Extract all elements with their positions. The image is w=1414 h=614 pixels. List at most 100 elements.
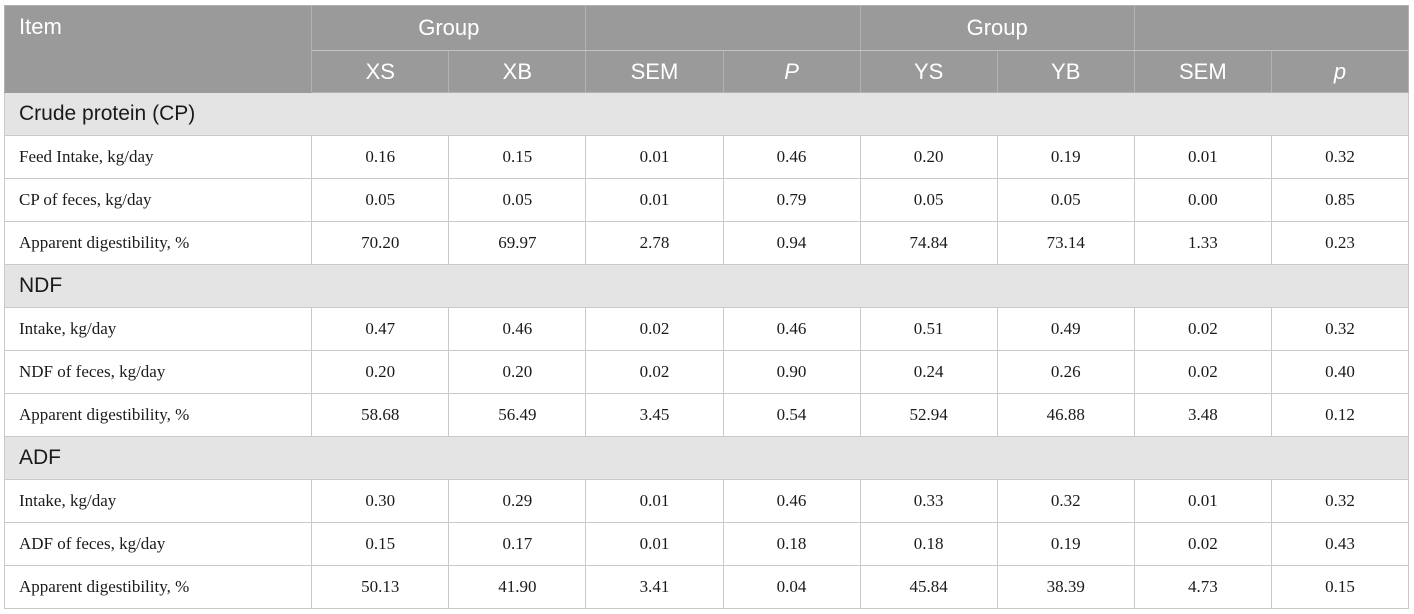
table-cell: 0.43 (1270, 522, 1410, 566)
row-label: CP of feces, kg/day (3, 178, 313, 222)
column-header-xb: XB (448, 50, 587, 93)
table-cell: 0.01 (585, 522, 724, 566)
digestibility-table: Item Group Group XS XB SEM P YS YB SEM p… (3, 5, 1410, 609)
table-cell: 52.94 (859, 393, 998, 437)
table-container: Item Group Group XS XB SEM P YS YB SEM p… (3, 5, 1410, 609)
table-row: Apparent digestibility, % 58.68 56.49 3.45 0… (3, 393, 1410, 437)
table-cell: 0.20 (859, 135, 998, 179)
table-cell: 0.54 (722, 393, 861, 437)
table-cell: 41.90 (448, 565, 587, 609)
table-cell: 0.23 (1270, 221, 1410, 265)
table-row: Intake, kg/day 0.30 0.29 0.01 0.46 0.33 0.32 0.… (3, 479, 1410, 523)
table-cell: 0.02 (585, 350, 724, 394)
table-cell: 46.88 (996, 393, 1135, 437)
table-cell: 0.01 (585, 135, 724, 179)
table-row: Feed Intake, kg/day 0.16 0.15 0.01 0.46 0.20 0… (3, 135, 1410, 179)
table-cell: 0.46 (722, 479, 861, 523)
section-row: ADF (4, 436, 1409, 480)
table-cell: 0.01 (1133, 479, 1272, 523)
section-title: NDF (4, 264, 1409, 308)
table-body: Crude protein (CP) Feed Intake, kg/day 0.1… (3, 92, 1410, 609)
item-header: Item (3, 5, 313, 93)
table-cell: 70.20 (311, 221, 450, 265)
table-cell: 0.01 (585, 479, 724, 523)
table-row: Apparent digestibility, % 50.13 41.90 3.41 0… (3, 565, 1410, 609)
table-cell: 0.29 (448, 479, 587, 523)
section-title: ADF (4, 436, 1409, 480)
table-cell: 45.84 (859, 565, 998, 609)
table-cell: 0.32 (1270, 307, 1410, 351)
table-cell: 0.94 (722, 221, 861, 265)
blank-header-right (1133, 5, 1410, 51)
table-cell: 0.01 (585, 178, 724, 222)
table-cell: 0.20 (311, 350, 450, 394)
table-cell: 0.49 (996, 307, 1135, 351)
blank-header-left (585, 5, 861, 51)
row-label: Apparent digestibility, % (3, 565, 313, 609)
table-cell: 0.18 (859, 522, 998, 566)
table-row: Intake, kg/day 0.47 0.46 0.02 0.46 0.51 0.49 0.… (3, 307, 1410, 351)
table-cell: 0.26 (996, 350, 1135, 394)
table-cell: 0.19 (996, 522, 1135, 566)
table-row: CP of feces, kg/day 0.05 0.05 0.01 0.79 0.05 0… (3, 178, 1410, 222)
table-cell: 69.97 (448, 221, 587, 265)
column-header-p-left: P (722, 50, 861, 93)
table-cell: 3.45 (585, 393, 724, 437)
table-cell: 0.02 (1133, 350, 1272, 394)
table-cell: 0.51 (859, 307, 998, 351)
table-cell: 0.02 (1133, 522, 1272, 566)
table-cell: 0.46 (722, 307, 861, 351)
table-cell: 0.79 (722, 178, 861, 222)
table-cell: 58.68 (311, 393, 450, 437)
table-cell: 0.90 (722, 350, 861, 394)
table-cell: 0.17 (448, 522, 587, 566)
table-cell: 0.01 (1133, 135, 1272, 179)
table-cell: 0.04 (722, 565, 861, 609)
table-cell: 50.13 (311, 565, 450, 609)
table-cell: 0.30 (311, 479, 450, 523)
table-cell: 0.46 (448, 307, 587, 351)
column-header-sem-right: SEM (1133, 50, 1272, 93)
table-header: Item Group Group XS XB SEM P YS YB SEM p (3, 5, 1410, 93)
column-header-ys: YS (859, 50, 998, 93)
section-row: NDF (4, 264, 1409, 308)
row-label: Apparent digestibility, % (3, 393, 313, 437)
table-cell: 1.33 (1133, 221, 1272, 265)
table-cell: 0.00 (1133, 178, 1272, 222)
column-header-p-right: p (1270, 50, 1410, 93)
table-cell: 0.24 (859, 350, 998, 394)
table-cell: 0.18 (722, 522, 861, 566)
table-cell: 0.05 (448, 178, 587, 222)
table-cell: 0.47 (311, 307, 450, 351)
section-title: Crude protein (CP) (4, 92, 1409, 136)
table-cell: 0.05 (311, 178, 450, 222)
table-row: Apparent digestibility, % 70.20 69.97 2.78 0… (3, 221, 1410, 265)
table-cell: 0.32 (1270, 479, 1410, 523)
table-cell: 0.32 (1270, 135, 1410, 179)
table-cell: 0.32 (996, 479, 1135, 523)
table-cell: 0.02 (1133, 307, 1272, 351)
table-cell: 0.19 (996, 135, 1135, 179)
table-cell: 0.05 (996, 178, 1135, 222)
table-cell: 0.85 (1270, 178, 1410, 222)
table-cell: 0.15 (448, 135, 587, 179)
row-label: Intake, kg/day (3, 479, 313, 523)
table-cell: 2.78 (585, 221, 724, 265)
table-cell: 0.02 (585, 307, 724, 351)
table-cell: 0.46 (722, 135, 861, 179)
table-cell: 3.41 (585, 565, 724, 609)
table-cell: 0.20 (448, 350, 587, 394)
table-cell: 3.48 (1133, 393, 1272, 437)
group-header-left: Group (311, 5, 587, 51)
column-header-yb: YB (996, 50, 1135, 93)
table-cell: 0.33 (859, 479, 998, 523)
column-header-sem-left: SEM (585, 50, 724, 93)
table-cell: 74.84 (859, 221, 998, 265)
table-cell: 38.39 (996, 565, 1135, 609)
section-row: Crude protein (CP) (4, 92, 1409, 136)
table-cell: 0.15 (1270, 565, 1410, 609)
table-row: NDF of feces, kg/day 0.20 0.20 0.02 0.90 0.24… (3, 350, 1410, 394)
column-header-xs: XS (311, 50, 450, 93)
table-cell: 56.49 (448, 393, 587, 437)
row-label: Intake, kg/day (3, 307, 313, 351)
